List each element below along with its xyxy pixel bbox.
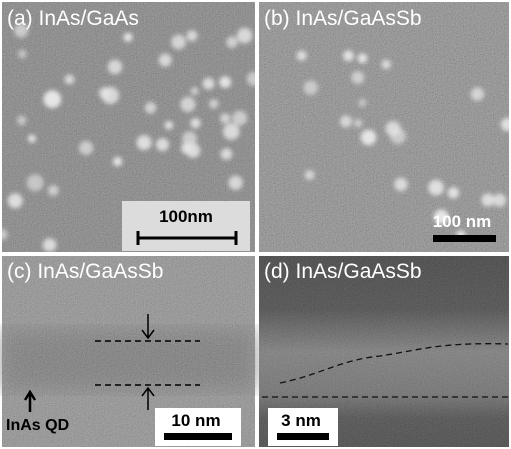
panel-d: (d) InAs/GaAsSb 3 nm [259,256,509,447]
dot [358,53,368,63]
scale-bar-label: 10 nm [171,411,220,430]
dot [481,194,494,207]
dot [156,138,169,151]
dot [187,30,198,41]
panel-label: (b) InAs/GaAsSb [264,7,422,30]
dot [226,36,238,48]
dot [123,33,132,42]
dot [351,71,364,84]
dot [361,130,377,146]
dot [43,90,61,108]
dot [394,178,407,191]
dot [48,185,59,196]
dot [165,121,174,130]
dot [381,60,391,70]
scale-bar [433,235,496,242]
dot [209,99,219,109]
dot [493,194,506,207]
dot [223,123,240,140]
panel-label: (d) InAs/GaAsSb [264,260,422,283]
panel-c: (c) InAs/GaAsSb InAs QD 10 nm [2,256,255,447]
dot [428,180,444,196]
dot [448,187,459,198]
panel-b: (b) InAs/GaAsSb 100 nm [259,2,511,252]
dot [190,118,200,128]
dot [18,50,27,59]
dot [28,135,36,143]
dot [171,35,186,50]
dot [159,54,172,67]
dot [99,87,111,99]
dot [358,99,366,107]
scale-bar [164,433,232,440]
dot [79,141,93,155]
dot [237,28,253,44]
dot [343,50,354,61]
dot [221,148,233,160]
dot [305,170,315,180]
dot [203,78,215,90]
dot [43,238,57,252]
dot [182,131,197,146]
dot [191,87,199,95]
dot [108,60,123,75]
dot [228,176,242,190]
dot [64,75,74,85]
dot [340,115,352,127]
annotation: InAs QD [6,417,69,434]
dot [232,111,247,126]
dot [180,97,195,112]
dot [297,51,307,61]
figure: (a) InAs/GaAs 100nm (b) InAs/GaAsSb 100 … [0,0,511,449]
scale-bar-label: 100 nm [433,212,492,231]
dot [304,80,318,94]
dot [145,102,156,113]
dot [219,76,231,88]
dot [136,135,152,151]
scale-bar [277,433,329,440]
dot [386,121,401,136]
panel-a: (a) InAs/GaAs 100nm [0,2,261,252]
scale-bar-label: 3 nm [281,411,321,430]
panel-label: (a) InAs/GaAs [7,7,139,30]
dot [27,174,44,191]
dot [8,193,23,208]
scale-bar-label: 100nm [159,207,213,226]
panel-label: (c) InAs/GaAsSb [7,260,163,283]
dot [471,87,484,100]
dot [220,113,230,123]
dot [113,157,122,166]
dot [17,116,27,126]
dot [354,119,362,127]
